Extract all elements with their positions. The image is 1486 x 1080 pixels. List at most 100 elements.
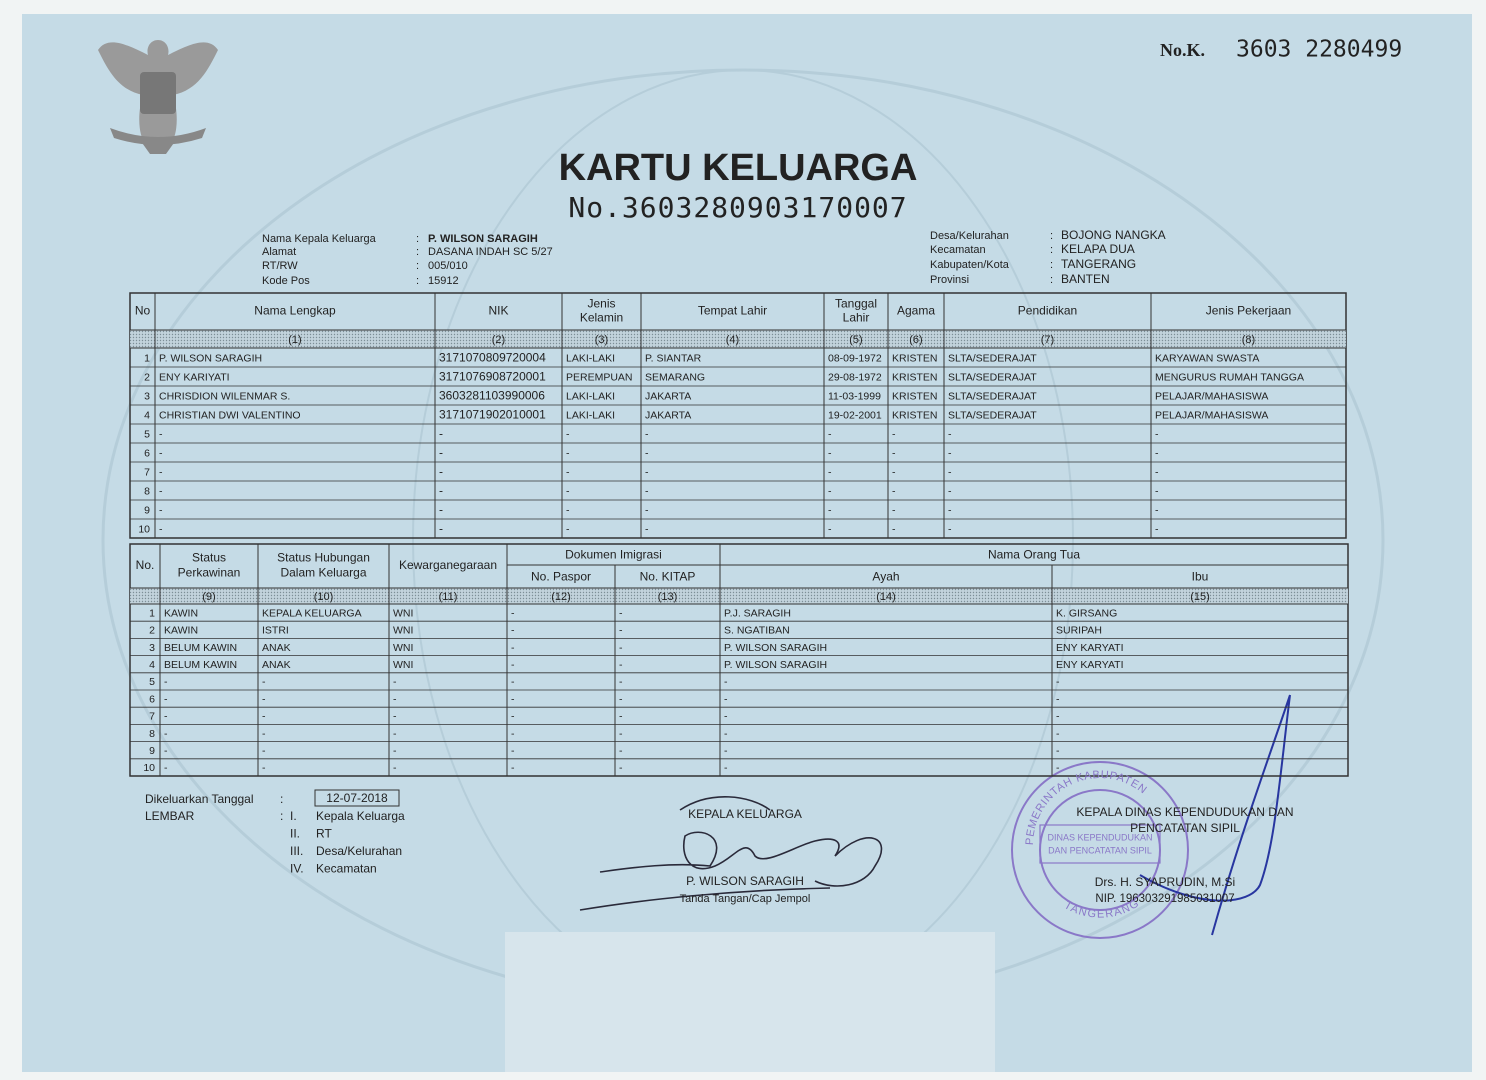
table-cell: - — [566, 447, 570, 459]
table-cell: - — [393, 762, 397, 774]
column-number-row — [130, 588, 1348, 604]
table-cell: 3 — [149, 642, 155, 654]
table-cell: KRISTEN — [892, 390, 938, 402]
table-cell: S. NGATIBAN — [724, 625, 790, 637]
table-cell: 10 — [143, 762, 155, 774]
separator: : — [280, 792, 283, 806]
table-cell: - — [511, 728, 515, 740]
table-cell: - — [393, 745, 397, 757]
table-cell: 7 — [144, 466, 150, 478]
column-header: Agama — [897, 304, 935, 318]
table-cell: - — [619, 762, 623, 774]
table-cell: - — [892, 428, 896, 440]
stamp-inner: DAN PENCATATAN SIPIL — [1048, 845, 1152, 855]
table-cell: SEMARANG — [645, 371, 705, 383]
column-number: (4) — [726, 334, 739, 346]
column-number: (8) — [1242, 334, 1255, 346]
table-cell: - — [645, 447, 649, 459]
table-cell: - — [1155, 466, 1159, 478]
table-cell: - — [619, 711, 623, 723]
column-number: (14) — [876, 591, 896, 603]
sheet-number: III. — [290, 844, 303, 858]
table-cell: - — [511, 693, 515, 705]
info-label: RT/RW — [262, 260, 298, 272]
sheet-label: LEMBAR — [145, 809, 195, 823]
table-cell: - — [892, 447, 896, 459]
table-cell: 7 — [149, 711, 155, 723]
table-cell: SLTA/SEDERAJAT — [948, 352, 1037, 364]
table-cell: - — [566, 523, 570, 535]
sheet-number: II. — [290, 827, 300, 841]
table-cell: - — [439, 503, 443, 517]
table-cell: - — [1155, 485, 1159, 497]
table-cell: - — [948, 466, 952, 478]
table-cell: - — [511, 625, 515, 637]
table-cell: - — [724, 745, 728, 757]
official-name: Drs. H. SYAPRUDIN, M.Si — [1095, 875, 1235, 889]
table-cell: MENGURUS RUMAH TANGGA — [1155, 371, 1304, 383]
table-cell: - — [439, 522, 443, 536]
head-caption: Tanda Tangan/Cap Jempol — [680, 893, 811, 905]
table-cell: 1 — [144, 352, 150, 364]
column-header: Lahir — [843, 311, 870, 325]
table-cell: 8 — [144, 485, 150, 497]
table-cell: SURIPAH — [1056, 625, 1102, 637]
table-cell: - — [511, 642, 515, 654]
info-label: Desa/Kelurahan — [930, 230, 1009, 242]
table-cell: 5 — [144, 428, 150, 440]
table-cell: SLTA/SEDERAJAT — [948, 409, 1037, 421]
table-cell: - — [724, 728, 728, 740]
column-header: Jenis Pekerjaan — [1206, 304, 1291, 318]
official-title: KEPALA DINAS KEPENDUDUKAN DAN — [1076, 805, 1293, 819]
table-cell: 8 — [149, 728, 155, 740]
info-separator: : — [1050, 244, 1053, 256]
table-cell: 1 — [149, 607, 155, 619]
column-number: (3) — [595, 334, 608, 346]
table-cell: - — [511, 745, 515, 757]
sheet-number: IV. — [290, 862, 304, 876]
separator: : — [280, 809, 283, 823]
table-cell: - — [511, 676, 515, 688]
sheet-text: RT — [316, 827, 332, 841]
table-cell: LAKI-LAKI — [566, 390, 615, 402]
table-cell: WNI — [393, 625, 413, 637]
table-cell: 3171071902010001 — [439, 408, 546, 422]
table-cell: - — [948, 485, 952, 497]
table-cell: - — [645, 523, 649, 535]
column-header: Kewarganegaraan — [399, 558, 497, 572]
table-cell: WNI — [393, 642, 413, 654]
sub-header: No. KITAP — [640, 570, 696, 584]
table-cell: - — [511, 659, 515, 671]
garuda-emblem — [98, 40, 218, 154]
group-header: Nama Orang Tua — [988, 548, 1080, 562]
sheet-text: Kepala Keluarga — [316, 809, 405, 823]
info-label: Kecamatan — [930, 244, 986, 256]
column-header: Tanggal — [835, 297, 877, 311]
table-cell: - — [262, 762, 266, 774]
group-header: Dokumen Imigrasi — [565, 548, 662, 562]
table-cell: P. WILSON SARAGIH — [724, 642, 827, 654]
table-cell: - — [1155, 428, 1159, 440]
table-cell: 11-03-1999 — [828, 390, 881, 402]
info-value: KELAPA DUA — [1061, 242, 1135, 256]
table-cell: PEREMPUAN — [566, 371, 633, 383]
table-cell: KARYAWAN SWASTA — [1155, 352, 1259, 364]
table-cell: KEPALA KELUARGA — [262, 607, 362, 619]
column-header: Kelamin — [580, 311, 623, 325]
table-cell: - — [1056, 728, 1060, 740]
table-cell: - — [164, 711, 168, 723]
table-cell: - — [645, 428, 649, 440]
info-label: Nama Kepala Keluarga — [262, 233, 377, 245]
table-cell: - — [724, 711, 728, 723]
column-number: (12) — [551, 591, 571, 603]
table-cell: 2 — [144, 371, 150, 383]
column-header: Status — [192, 551, 226, 565]
table-cell: ISTRI — [262, 625, 289, 637]
table-cell: - — [724, 762, 728, 774]
table-cell: - — [159, 485, 163, 497]
table-cell: KRISTEN — [892, 352, 938, 364]
info-value: BANTEN — [1061, 272, 1110, 286]
table-cell: - — [619, 659, 623, 671]
card-background — [22, 14, 1472, 1072]
